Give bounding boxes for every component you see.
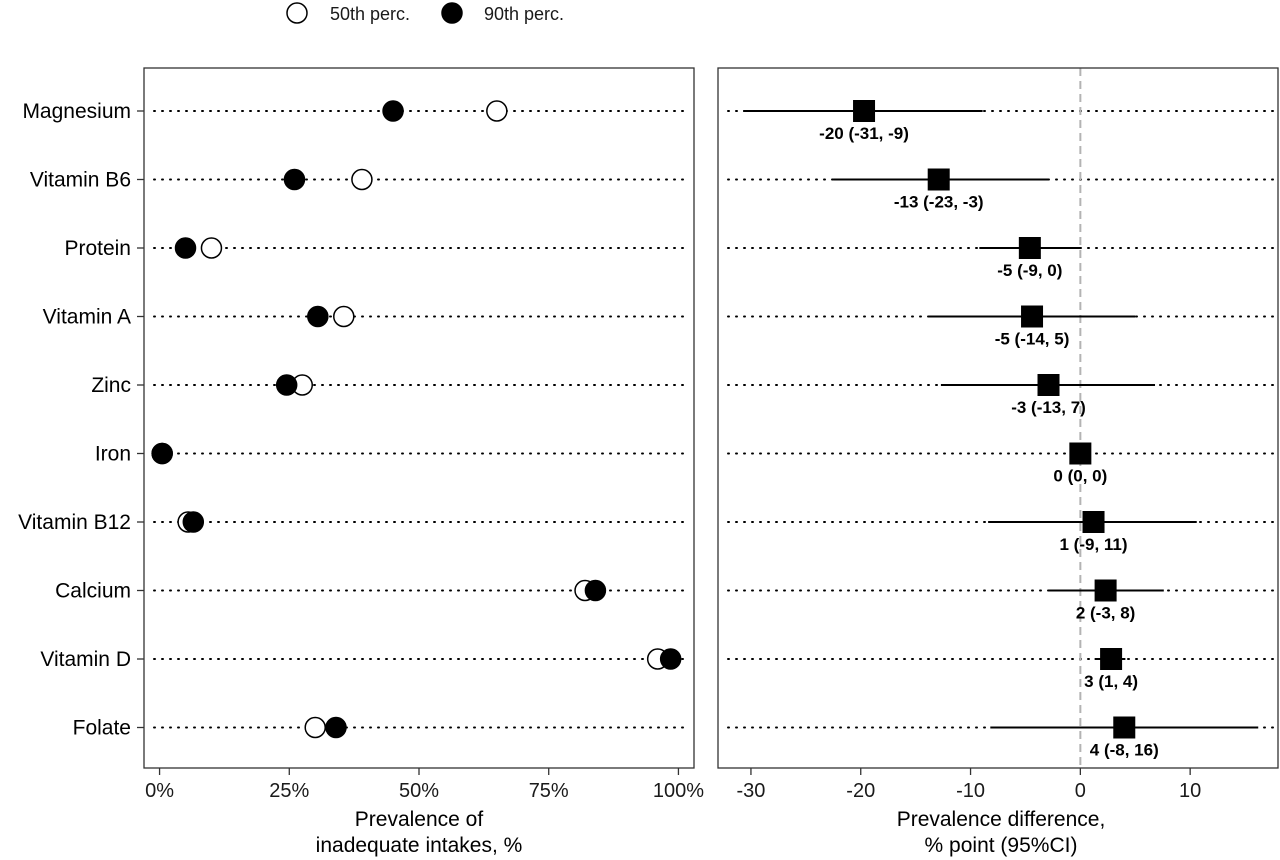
point-90th-perc: [174, 237, 197, 259]
point-90th-perc: [659, 648, 682, 670]
point-90th-perc: [283, 168, 306, 191]
point-90th-perc: [584, 579, 607, 602]
category-label: Protein: [64, 237, 131, 260]
estimate-square: [1018, 237, 1041, 259]
category-label: Iron: [95, 443, 131, 466]
estimate-square: [1113, 716, 1136, 739]
point-90th-perc: [382, 100, 404, 122]
category-label: Zinc: [91, 374, 131, 397]
estimate-annotation: -13 (-23, -3): [894, 193, 984, 212]
right-panel-border: [717, 67, 1279, 769]
left-x-axis-title-line1: Prevalence of: [355, 808, 484, 831]
right-x-axis-title-line1: Prevalence difference,: [897, 808, 1106, 831]
legend-label-50th: 50th perc.: [330, 4, 410, 24]
category-labels: Magnesium Vitamin B6 Protein Vitamin A Zinc I…: [18, 100, 144, 740]
estimate-annotation: -5 (-9, 0): [997, 261, 1062, 280]
point-90th-perc: [182, 511, 205, 533]
estimate-square: [1069, 442, 1092, 465]
left-x-ticks: 0% 25% 50% 75% 100%: [145, 768, 704, 802]
left-x-tick-label: 100%: [653, 780, 704, 802]
estimate-square: [853, 100, 876, 122]
estimate-square: [1100, 648, 1123, 670]
estimate-annotation: 1 (-9, 11): [1060, 535, 1128, 554]
legend: 50th perc. 90th perc.: [286, 2, 564, 24]
right-x-tick-label: 0: [1075, 780, 1086, 802]
point-90th-perc: [275, 374, 298, 396]
estimate-annotation: 2 (-3, 8): [1076, 604, 1136, 623]
right-x-ticks: -30 -20 -10 0 10: [736, 768, 1201, 802]
right-estimates: -20 (-31, -9) -13 (-23, -3) -5 (-9, 0) -5 (…: [743, 100, 1259, 760]
left-panel-prevalence: 0% 25% 50% 75% 100% Magnesium Vitamin B6 Prote…: [18, 67, 704, 857]
left-x-tick-label: 25%: [269, 780, 309, 802]
point-90th-perc: [307, 305, 329, 328]
point-50th-perc: [486, 100, 508, 122]
legend-label-90th: 90th perc.: [484, 4, 564, 24]
left-x-axis-title-line2: inadequate intakes, %: [316, 834, 523, 857]
category-label: Vitamin B12: [18, 511, 131, 534]
point-50th-perc: [304, 716, 326, 739]
estimate-annotation: 0 (0, 0): [1053, 467, 1107, 486]
category-label: Vitamin B6: [30, 169, 131, 192]
estimate-square: [1037, 374, 1060, 396]
estimate-square: [1021, 305, 1044, 328]
right-x-tick-label: -10: [956, 780, 985, 802]
left-x-tick-label: 50%: [399, 780, 439, 802]
category-label: Calcium: [55, 580, 131, 603]
right-x-tick-label: -30: [736, 780, 765, 802]
left-points: [151, 100, 682, 739]
estimate-annotation: -5 (-14, 5): [995, 330, 1070, 349]
left-guides: [153, 110, 691, 729]
point-50th-perc: [333, 305, 355, 328]
right-x-tick-label: 10: [1179, 780, 1201, 802]
estimate-square: [927, 168, 950, 191]
estimate-square: [1082, 511, 1105, 533]
estimate-annotation: -20 (-31, -9): [819, 124, 909, 143]
category-label: Vitamin D: [40, 648, 131, 671]
category-label: Folate: [73, 717, 131, 740]
point-90th-perc: [325, 716, 347, 739]
point-50th-perc: [351, 168, 373, 191]
estimate-square: [1094, 579, 1117, 602]
legend-filled-circle-marker: [441, 2, 463, 24]
point-90th-perc: [151, 442, 173, 465]
left-x-tick-label: 75%: [529, 780, 569, 802]
category-label: Magnesium: [22, 100, 131, 123]
estimate-annotation: -3 (-13, 7): [1011, 398, 1086, 417]
legend-open-circle-marker: [286, 2, 308, 24]
left-panel-border: [143, 67, 695, 769]
right-x-tick-label: -20: [846, 780, 875, 802]
estimate-annotation: 4 (-8, 16): [1090, 741, 1159, 760]
point-50th-perc: [200, 237, 223, 259]
right-panel-difference: -30 -20 -10 0 10 -20 (-31, -9)-13 (-23, -3)-…: [717, 67, 1279, 857]
estimate-annotation: 3 (1, 4): [1084, 672, 1138, 691]
right-guides: [727, 110, 1275, 729]
right-x-axis-title-line2: % point (95%CI): [925, 834, 1078, 857]
left-x-tick-label: 0%: [145, 780, 174, 802]
category-label: Vitamin A: [43, 306, 131, 329]
